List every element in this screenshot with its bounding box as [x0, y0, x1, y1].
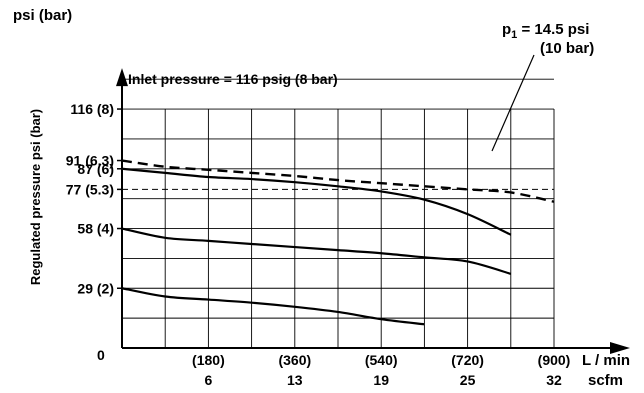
- y-tick-label: 87 (6): [77, 161, 114, 177]
- x-tick-label-flow: (900): [538, 352, 571, 368]
- p1-annotation-line1: p1 = 14.5 psi: [502, 21, 589, 41]
- x-unit-secondary-label: scfm: [588, 372, 623, 389]
- x-tick-label-flow: (540): [365, 352, 398, 368]
- series-line-3: [121, 287, 425, 326]
- y-tick-label: 91 (6.3): [66, 153, 114, 169]
- axes: [116, 68, 630, 354]
- y-tick-label: 29 (2): [77, 280, 114, 296]
- y-tick-label: 77 (5.3): [66, 181, 114, 197]
- y-axis-top-label: psi (bar): [13, 7, 72, 24]
- series-layer: [121, 159, 555, 326]
- grid: [122, 78, 555, 348]
- y-axis-arrow-icon: [116, 68, 128, 87]
- x-tick-label-scfm: 32: [546, 372, 562, 388]
- p1-annotation-leader: [491, 54, 535, 152]
- x-tick-label-flow: (360): [278, 352, 311, 368]
- y-tick-label: 116 (8): [70, 101, 114, 117]
- x-tick-label-scfm: 13: [287, 372, 303, 388]
- origin-label: 0: [97, 347, 105, 363]
- inlet-pressure-annotation: Inlet pressure = 116 psig (8 bar): [128, 71, 338, 87]
- tick-labels: 116 (8) 91 (6.3)87 (6) 77 (5.3) 58 (4) 29 (2…: [66, 101, 571, 388]
- x-tick-label-scfm: 6: [205, 372, 213, 388]
- x-tick-label-flow: (180): [192, 352, 225, 368]
- series-line-2: [121, 227, 512, 275]
- x-tick-label-scfm: 25: [460, 372, 476, 388]
- x-axis-arrow-icon: [610, 342, 630, 354]
- y-axis-side-label: Regulated pressure psi (bar): [28, 109, 43, 285]
- y-tick-label: 58 (4): [77, 221, 114, 237]
- p1-annotation-line2: (10 bar): [540, 40, 594, 57]
- x-unit-primary-label: L / min: [582, 352, 630, 369]
- series-line-p1-dashed: [121, 159, 555, 203]
- series-line-1: [121, 167, 512, 236]
- x-tick-label-scfm: 19: [373, 372, 389, 388]
- x-tick-label-flow: (720): [451, 352, 484, 368]
